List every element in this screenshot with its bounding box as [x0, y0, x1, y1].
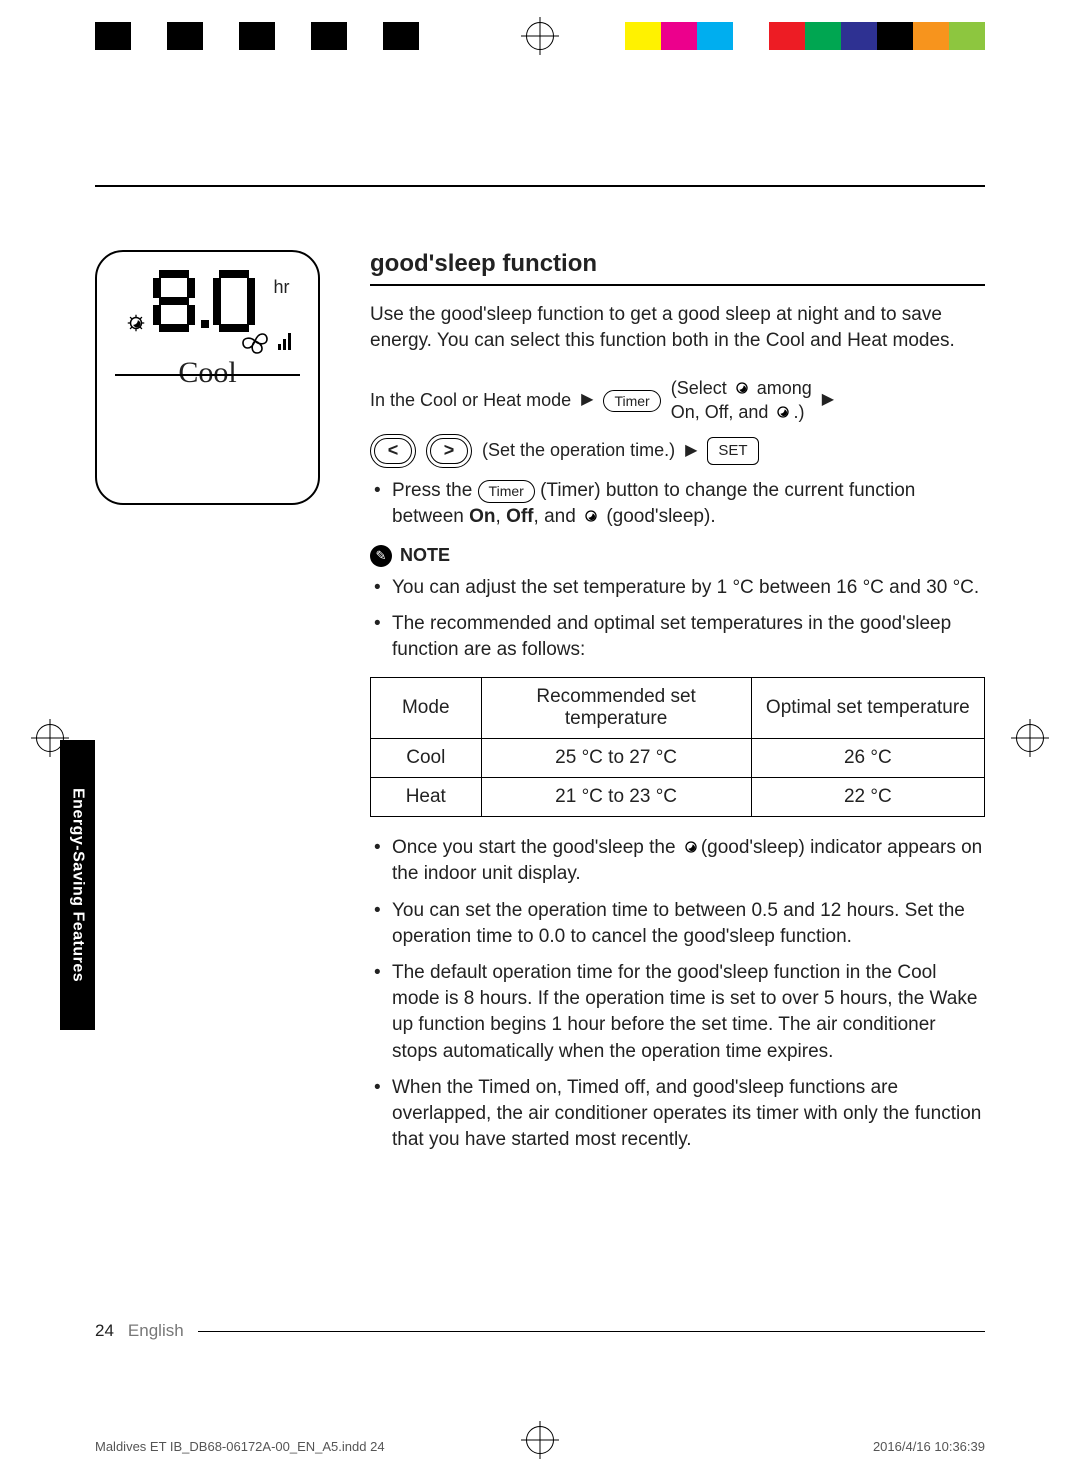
note-heading: ✎ NOTE: [370, 545, 985, 567]
note-list-b: Once you start the good'sleep the (good'…: [370, 835, 985, 1153]
flow-select-text: (Select among On, Off, and .): [671, 377, 812, 424]
imprint-file: Maldives ET IB_DB68-06172A-00_EN_A5.indd…: [95, 1439, 385, 1454]
note-item: Once you start the good'sleep the (good'…: [370, 835, 985, 887]
table-row: Cool25 °C to 27 °C26 °C: [371, 739, 985, 778]
content-column: good'sleep function Use the good'sleep f…: [370, 250, 985, 1164]
table-cell: 26 °C: [751, 739, 984, 778]
temperature-table: ModeRecommended set temperatureOptimal s…: [370, 677, 985, 817]
remote-display-illustration: hr Cool: [95, 250, 320, 505]
note-item: You can set the operation time to betwee…: [370, 898, 985, 950]
press-instruction: Press the Timer (Timer) button to change…: [370, 478, 985, 530]
note-item: The recommended and optimal set temperat…: [370, 611, 985, 663]
note-item: You can adjust the set temperature by 1 …: [370, 575, 985, 601]
remote-mode-text: Cool: [115, 356, 300, 390]
goodsleep-icon: [125, 312, 147, 334]
note-item: When the Timed on, Timed off, and good's…: [370, 1075, 985, 1154]
table-cell: Cool: [371, 739, 482, 778]
table-cell: 22 °C: [751, 778, 984, 817]
section-side-tab: Energy-Saving Features: [60, 740, 95, 1030]
imprint-date: 2016/4/16 10:36:39: [873, 1439, 985, 1454]
page-language: English: [128, 1321, 184, 1341]
goodsleep-icon: [773, 402, 793, 422]
goodsleep-icon: [732, 378, 752, 398]
printer-color-bars-right: [625, 22, 985, 50]
note-icon: ✎: [370, 545, 392, 567]
right-arrow-button-icon: >: [426, 434, 472, 468]
page-footer: 24 English: [95, 1321, 985, 1341]
signal-bars-icon: [278, 330, 294, 352]
registration-mark-icon: [526, 22, 554, 50]
table-header: Recommended set temperature: [481, 678, 751, 739]
table-row: Heat21 °C to 23 °C22 °C: [371, 778, 985, 817]
flow-set-time-text: (Set the operation time.): [482, 439, 675, 462]
intro-paragraph: Use the good'sleep function to get a goo…: [370, 302, 985, 353]
page-number: 24: [95, 1321, 114, 1341]
set-button-icon: SET: [707, 437, 758, 465]
hr-suffix: hr: [273, 277, 289, 298]
timer-button-icon: Timer: [478, 480, 535, 503]
imprint-line: Maldives ET IB_DB68-06172A-00_EN_A5.indd…: [95, 1439, 985, 1454]
page-body: Energy-Saving Features hr: [95, 100, 985, 1376]
header-rule: [95, 185, 985, 187]
segment-display: [153, 268, 263, 334]
note-label: NOTE: [400, 545, 450, 566]
left-arrow-button-icon: <: [370, 434, 416, 468]
note-list-a: You can adjust the set temperature by 1 …: [370, 575, 985, 664]
footer-rule: [198, 1331, 985, 1332]
arrow-right-icon: ▶: [685, 441, 697, 462]
printer-color-bars-left: [95, 22, 419, 50]
fan-icon: [238, 328, 272, 354]
table-cell: 21 °C to 23 °C: [481, 778, 751, 817]
remote-divider: [115, 374, 300, 376]
table-header: Optimal set temperature: [751, 678, 984, 739]
arrow-right-icon: ▶: [822, 390, 834, 411]
timer-button-icon: Timer: [603, 390, 660, 412]
arrow-right-icon: ▶: [581, 390, 593, 411]
table-cell: 25 °C to 27 °C: [481, 739, 751, 778]
goodsleep-icon: [581, 506, 601, 526]
section-title: good'sleep function: [370, 250, 985, 286]
table-header: Mode: [371, 678, 482, 739]
flow-step-text: In the Cool or Heat mode: [370, 389, 571, 412]
note-item: The default operation time for the good'…: [370, 960, 985, 1065]
table-cell: Heat: [371, 778, 482, 817]
operation-flow: In the Cool or Heat mode ▶ Timer (Select…: [370, 377, 985, 468]
registration-mark-icon: [1016, 724, 1044, 752]
